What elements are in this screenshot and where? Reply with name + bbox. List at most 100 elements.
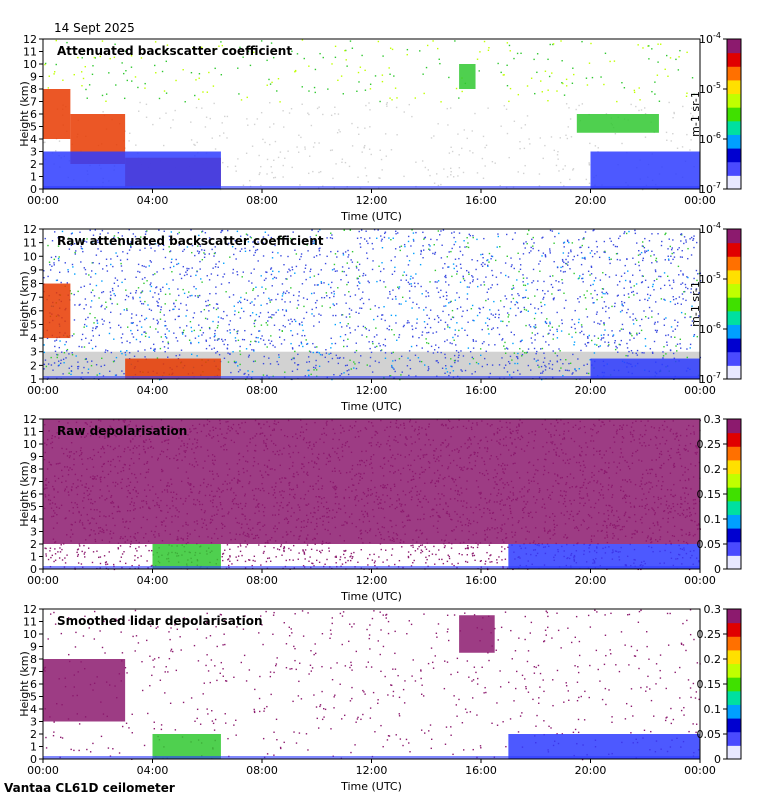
y-tick-label: 12 (23, 413, 37, 426)
y-axis-label: Height (km) (18, 651, 31, 717)
x-tick-label: 04:00 (137, 574, 169, 587)
colorbar-tick-label: 0.15 (697, 488, 722, 501)
heatmap-feature-1 (43, 659, 126, 722)
y-tick-label: 8 (30, 653, 37, 666)
y-tick-label: 7 (30, 666, 37, 679)
colorbar-step (727, 663, 741, 678)
heatmap-feature-3 (508, 544, 700, 569)
colorbar-step (727, 731, 741, 746)
x-tick-label: 12:00 (356, 574, 388, 587)
colorbar-step (727, 473, 741, 488)
y-tick-label: 0 (30, 753, 37, 766)
y-tick-label: 2 (30, 538, 37, 551)
colorbar-tick-label: 0.2 (704, 653, 722, 666)
colorbar-step (727, 528, 741, 543)
x-tick-label: 08:00 (246, 574, 278, 587)
heatmap-feature-2 (152, 734, 221, 759)
noise-speckle (43, 609, 701, 761)
colorbar-step (727, 487, 741, 502)
x-tick-label: 16:00 (465, 764, 497, 777)
y-tick-label: 7 (30, 291, 37, 304)
colorbar-step (727, 541, 741, 556)
colorbar-step (727, 120, 741, 135)
x-tick-label: 12:00 (356, 194, 388, 207)
colorbar-tick-label: 0 (714, 753, 721, 766)
surface-band (43, 756, 700, 759)
colorbar-tick-label: 0.1 (704, 703, 722, 716)
y-tick-label: 10 (23, 250, 37, 263)
colorbar-step (727, 609, 741, 624)
colorbar-step (727, 242, 741, 257)
x-tick-label: 20:00 (575, 384, 607, 397)
y-tick-label: 4 (30, 332, 37, 345)
y-tick-label: 0 (30, 183, 37, 196)
colorbar-tick-label: 10-5 (699, 271, 721, 286)
colorbar-step (727, 161, 741, 176)
x-tick-label: 04:00 (137, 764, 169, 777)
y-tick-label: 10 (23, 628, 37, 641)
x-tick-label: 12:00 (356, 384, 388, 397)
surface-band (43, 566, 700, 569)
y-tick-label: 4 (30, 703, 37, 716)
colorbar: 10-4 10-5 10-6 10-7 m-1 sr-1 (689, 31, 742, 196)
heatmap-feature-1 (43, 89, 71, 139)
colorbar-tick-label: 0 (714, 563, 721, 576)
panel-title: Raw depolarisation (57, 424, 187, 438)
colorbar-tick-label: 10-7 (699, 181, 721, 196)
x-tick-label: 16:00 (465, 194, 497, 207)
colorbar-step (727, 351, 741, 366)
x-axis: 00:00 04:00 08:00 12:00 16:00 20:00 00:00 (27, 189, 716, 207)
y-tick-label: 2 (30, 359, 37, 372)
noise-speckle (43, 229, 702, 381)
colorbar-tick-label: 0.05 (697, 538, 722, 551)
y-tick-label: 9 (30, 264, 37, 277)
colorbar-step (727, 297, 741, 312)
colorbar-step (727, 283, 741, 298)
x-tick-label: 00:00 (684, 384, 716, 397)
y-tick-label: 3 (30, 526, 37, 539)
colorbar-step (727, 256, 741, 271)
y-tick-label: 7 (30, 96, 37, 109)
x-axis-label: Time (UTC) (340, 210, 402, 223)
colorbar-step (727, 446, 741, 461)
colorbar-step (727, 66, 741, 81)
x-tick-label: 00:00 (684, 194, 716, 207)
colorbar-frame (726, 228, 742, 380)
colorbar-frame (726, 38, 742, 190)
colorbar: 0.3 0.25 0.2 0.15 0.1 0.05 0 (697, 413, 742, 576)
colorbar-step (727, 690, 741, 705)
x-tick-label: 08:00 (246, 194, 278, 207)
x-tick-label: 04:00 (137, 384, 169, 397)
y-tick-label: 9 (30, 641, 37, 654)
x-tick-label: 20:00 (575, 194, 607, 207)
y-tick-label: 6 (30, 678, 37, 691)
y-tick-label: 4 (30, 513, 37, 526)
colorbar-step (727, 175, 741, 190)
y-tick-label: 5 (30, 318, 37, 331)
colorbar-tick-label: 10-4 (699, 31, 721, 46)
y-tick-label: 8 (30, 278, 37, 291)
colorbar-step (727, 107, 741, 122)
panel-title: Raw attenuated backscatter coefficient (57, 234, 324, 248)
colorbar-step (727, 148, 741, 163)
y-axis-label: Height (km) (18, 271, 31, 337)
colorbar-step (727, 229, 741, 244)
colorbar-step (727, 677, 741, 692)
colorbar-step (727, 622, 741, 637)
heatmap-feature-1 (43, 283, 71, 339)
y-tick-label: 9 (30, 71, 37, 84)
colorbar-tick-label: 0.1 (704, 513, 722, 526)
surface-band (43, 376, 700, 379)
y-tick-label: 1 (30, 741, 37, 754)
colorbar-tick-label: 0.15 (697, 678, 722, 691)
y-tick-label: 1 (30, 171, 37, 184)
x-axis: 00:00 04:00 08:00 12:00 16:00 20:00 00:00 (27, 759, 716, 777)
x-tick-label: 00:00 (27, 194, 59, 207)
instrument-label: Vantaa CL61D ceilometer (4, 781, 175, 795)
colorbar-step (727, 432, 741, 447)
